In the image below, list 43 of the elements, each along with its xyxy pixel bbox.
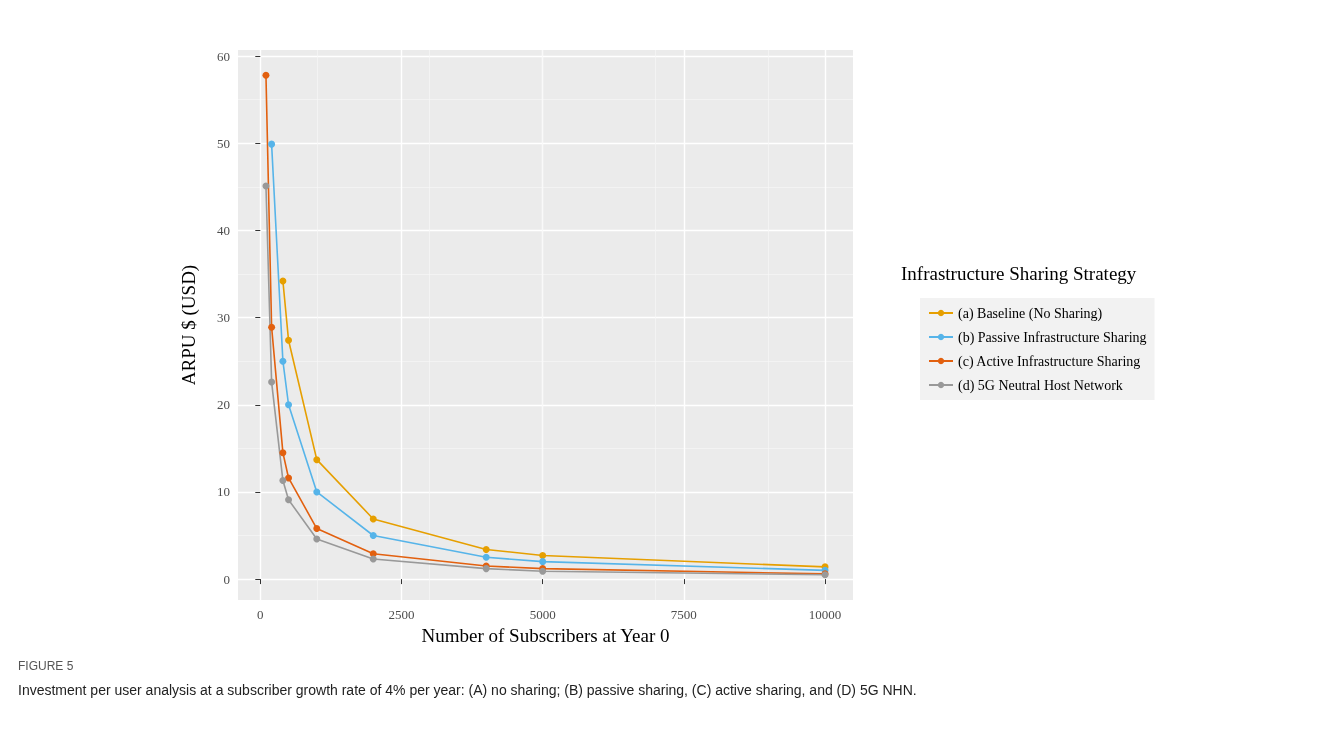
point [268,378,276,386]
point [313,488,321,496]
point [285,401,293,409]
point [268,323,276,331]
point [285,474,293,482]
point [482,545,490,553]
x-tick-label: 0 [257,607,264,622]
legend-title: Infrastructure Sharing Strategy [901,263,1137,284]
point [279,477,287,485]
y-tick-label: 10 [217,484,230,500]
legend-label: (a) Baseline (No Sharing) [958,305,1103,322]
point [279,449,287,457]
y-tick-label: 0 [223,571,230,587]
point [539,558,547,566]
point [313,525,321,533]
x-tick-label: 5000 [529,607,556,622]
point [285,336,293,344]
y-tick-label: 60 [217,48,230,64]
point [313,456,321,464]
x-axis-title: Number of Subscribers at Year 0 [421,624,670,646]
point [285,496,293,504]
x-tick-label: 7500 [670,607,697,622]
point [369,532,377,539]
point [262,71,270,79]
text: Investment per user analysis at a subscriber growth rate of 4% per year: (A) no sharing; (B) passive sharing, (C) active sharing, and (D) 5G NHN. [18,682,917,698]
x-tick-label: 2500 [388,607,415,622]
point [268,140,276,148]
point [482,553,490,561]
legend-label: (b) Passive Infrastructure Sharing [958,329,1147,346]
y-tick-label: 20 [217,397,230,413]
point [313,535,321,543]
point [539,552,547,560]
x-tick-label: 10000 [808,607,842,622]
point [369,555,377,563]
y-tick-label: 50 [217,135,230,151]
point [279,357,287,365]
legend-label: (c) Active Infrastructure Sharing [958,353,1141,370]
y-tick-label: 30 [217,310,230,326]
caption: FIGURE 5 [18,659,74,673]
legend-label: (d) 5G Neutral Host Network [958,377,1123,394]
point [369,515,377,523]
y-tick-label: 40 [217,222,230,238]
y-axis-title: ARPU $ (USD) [178,264,200,386]
